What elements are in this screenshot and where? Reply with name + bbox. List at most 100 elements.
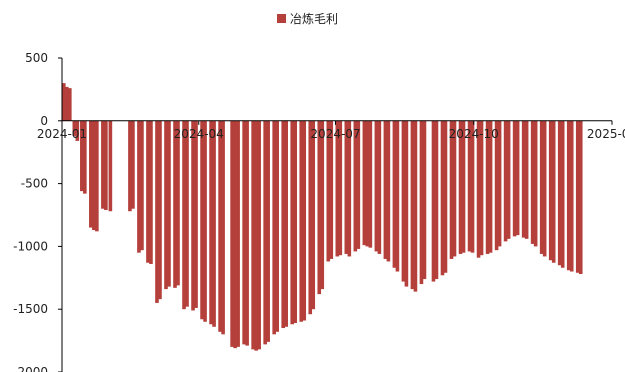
x-tick-label: 2024-10	[449, 127, 499, 141]
bar	[521, 120, 526, 238]
bar	[377, 120, 382, 254]
bar	[221, 120, 225, 335]
bar	[542, 120, 547, 257]
y-axis: 500 0 -500 -1000 -1500 -2000	[13, 51, 63, 372]
bar	[290, 120, 295, 325]
bar	[128, 120, 132, 212]
bar	[494, 120, 499, 251]
bar	[533, 120, 538, 247]
bar	[395, 120, 400, 272]
bar	[176, 120, 180, 286]
bar	[266, 120, 270, 342]
bar	[275, 120, 279, 332]
bar	[191, 120, 195, 311]
bar	[578, 120, 583, 275]
bar	[512, 120, 517, 237]
bar	[149, 120, 153, 264]
bar	[503, 120, 508, 242]
bar	[62, 83, 66, 121]
bar	[524, 120, 529, 239]
bar	[497, 120, 502, 247]
bar	[83, 120, 87, 194]
x-tick-label: 2024-04	[174, 127, 224, 141]
bar	[449, 120, 454, 259]
bar	[233, 120, 237, 349]
bar	[386, 120, 391, 262]
bar	[362, 120, 367, 246]
bar	[212, 120, 216, 327]
bar	[218, 120, 222, 332]
bar	[209, 120, 213, 325]
bar	[245, 120, 249, 346]
bar	[146, 120, 150, 263]
bar	[308, 120, 313, 315]
bar	[356, 120, 361, 249]
bar	[158, 120, 162, 300]
bar	[281, 120, 285, 329]
x-tick-label: 2024-07	[310, 127, 360, 141]
bar	[458, 120, 463, 254]
bar	[242, 120, 246, 345]
y-tick-label: -500	[21, 177, 48, 191]
bar	[194, 120, 198, 308]
bar	[251, 120, 255, 350]
bar	[467, 120, 472, 252]
bar	[353, 120, 358, 252]
bar	[461, 120, 466, 253]
bar	[257, 120, 261, 350]
bar	[72, 120, 77, 136]
bar	[329, 120, 334, 259]
bar	[68, 88, 72, 121]
bar	[530, 120, 535, 244]
bar	[575, 120, 580, 273]
y-tick-label: 0	[40, 114, 48, 128]
bar	[338, 120, 343, 256]
bar	[317, 120, 322, 295]
bar	[92, 120, 96, 231]
bar	[137, 120, 141, 253]
bar	[515, 120, 520, 236]
bar	[569, 120, 574, 272]
bar	[203, 120, 207, 322]
bar	[320, 120, 325, 290]
bar	[392, 120, 397, 268]
bar	[302, 120, 307, 321]
bar	[548, 120, 553, 261]
bar	[230, 120, 234, 347]
bar	[479, 120, 484, 256]
bar	[410, 120, 415, 290]
bar	[404, 120, 409, 287]
y-tick-label: -1500	[13, 302, 48, 316]
bar	[80, 120, 84, 192]
bar	[422, 120, 427, 280]
bar	[299, 120, 304, 322]
bar	[476, 120, 481, 258]
bar	[140, 120, 144, 251]
bar	[311, 120, 316, 310]
bar	[485, 120, 490, 254]
bar	[539, 120, 544, 254]
bar	[263, 120, 267, 345]
bar	[383, 120, 388, 259]
bar	[344, 120, 349, 254]
bar	[557, 120, 562, 266]
x-tick-label: 2024-01	[37, 127, 87, 141]
bar	[104, 120, 108, 210]
bar	[566, 120, 571, 271]
bar	[431, 120, 436, 282]
bar	[164, 120, 168, 290]
bar	[443, 120, 448, 273]
bar	[560, 120, 565, 268]
bar	[200, 120, 204, 320]
bar	[293, 120, 298, 324]
x-axis: 2024-01 2024-04 2024-07 2024-10 2025-01	[37, 120, 625, 141]
bar	[326, 120, 331, 262]
bar	[506, 120, 511, 239]
legend-swatch	[277, 14, 286, 23]
bar	[108, 120, 113, 212]
bar	[434, 120, 439, 280]
bar	[95, 120, 99, 232]
bar	[254, 120, 258, 351]
bar	[75, 120, 80, 141]
